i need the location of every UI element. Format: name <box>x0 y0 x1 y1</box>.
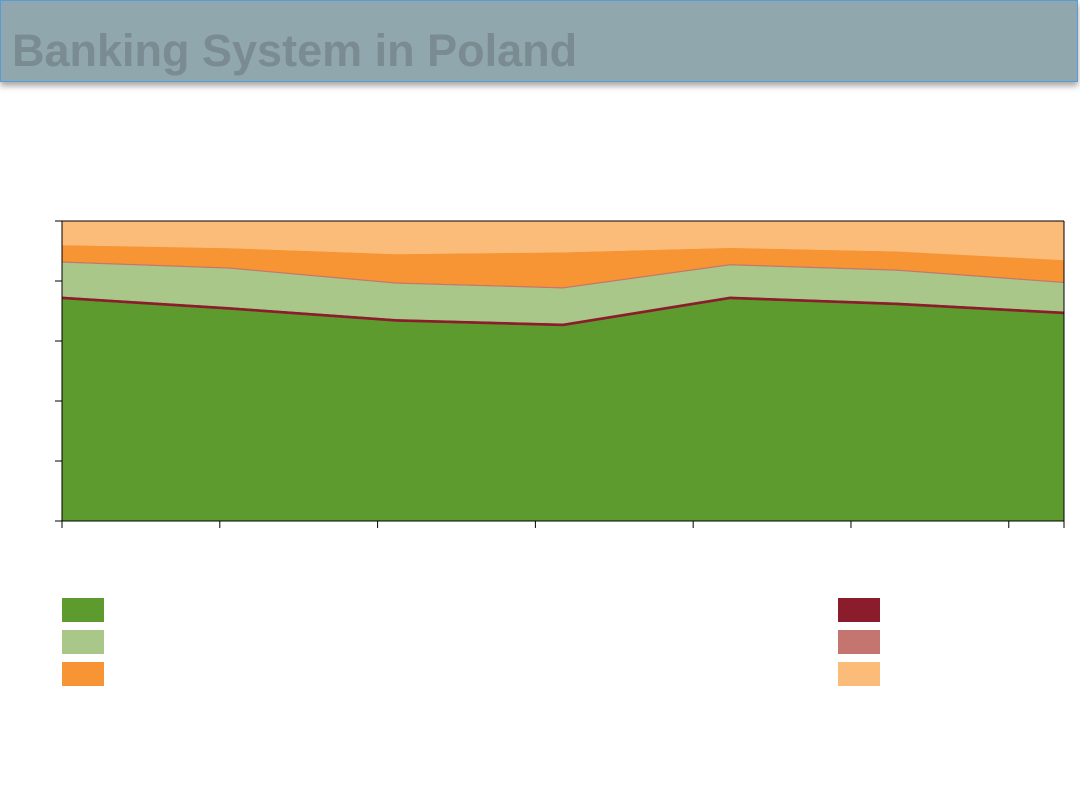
legend-swatch-3 <box>62 630 104 654</box>
legend-swatch-4 <box>838 630 880 654</box>
slide-title: Banking System in Poland <box>12 25 578 76</box>
area-series-1 <box>61 298 1065 522</box>
title-bar: Banking System in Poland <box>0 0 1078 82</box>
legend-swatch-2 <box>838 598 880 622</box>
legend-swatch-6 <box>838 662 880 686</box>
legend-swatch-5 <box>62 662 104 686</box>
legend-swatch-1 <box>62 598 104 622</box>
